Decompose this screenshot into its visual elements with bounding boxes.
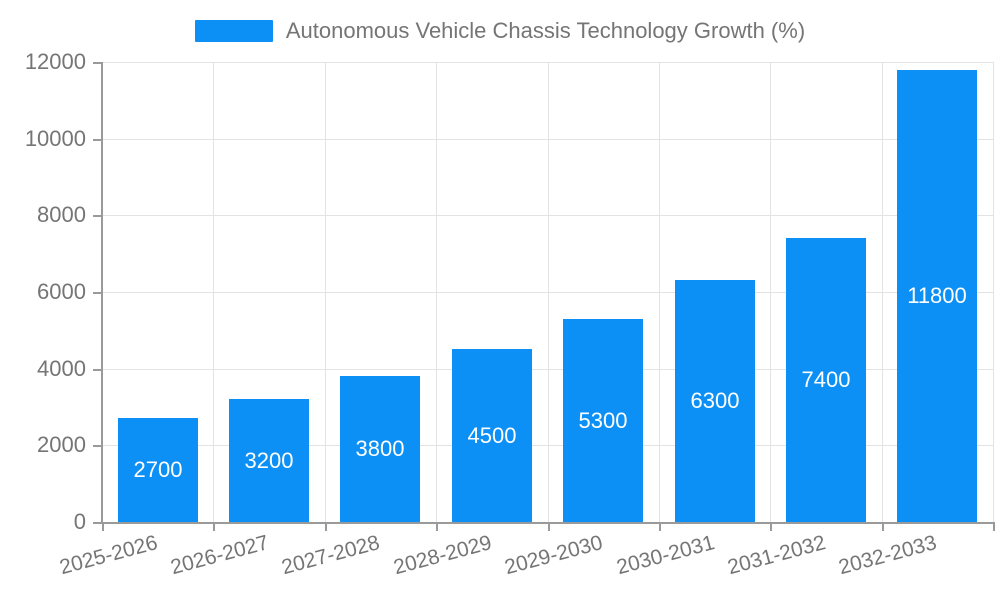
bar-value-label: 11800 [907, 283, 967, 308]
x-gridline [436, 62, 437, 522]
y-tick-label: 0 [73, 509, 86, 534]
x-gridline [993, 62, 994, 522]
x-tick-mark [882, 522, 884, 531]
x-tick-mark [659, 522, 661, 531]
chart-legend[interactable]: Autonomous Vehicle Chassis Technology Gr… [0, 18, 1000, 44]
legend-swatch [194, 20, 273, 42]
x-tick-label: 2026-2027 [167, 531, 271, 580]
bar-value-label: 2700 [133, 457, 183, 482]
y-tick-label: 6000 [37, 279, 86, 304]
x-tick-label: 2030-2031 [613, 531, 717, 580]
bar-value-label: 3800 [355, 436, 405, 461]
y-gridline [102, 292, 993, 293]
x-tick-label: 2025-2026 [56, 531, 160, 580]
bar[interactable] [118, 418, 198, 522]
x-tick-label: 2031-2032 [724, 531, 828, 580]
x-gridline [325, 62, 326, 522]
x-gridline [770, 62, 771, 522]
x-tick-label: 2029-2030 [501, 531, 605, 580]
bar-value-label: 7400 [801, 367, 851, 392]
bar[interactable] [229, 399, 309, 522]
x-gridline [213, 62, 214, 522]
x-tick-mark [770, 522, 772, 531]
x-tick-label: 2032-2033 [835, 531, 939, 580]
x-tick-mark [548, 522, 550, 531]
x-tick-label: 2027-2028 [278, 531, 382, 580]
x-tick-mark [436, 522, 438, 531]
y-tick-label: 10000 [24, 126, 86, 151]
y-tick-mark [93, 369, 102, 371]
legend-label: Autonomous Vehicle Chassis Technology Gr… [285, 18, 806, 43]
bar-value-label: 6300 [690, 388, 740, 413]
x-gridline [659, 62, 660, 522]
y-gridline [102, 139, 993, 140]
x-tick-mark [325, 522, 327, 531]
x-tick-label: 2028-2029 [390, 531, 494, 580]
y-gridline [102, 215, 993, 216]
y-tick-mark [93, 522, 102, 524]
x-gridline [548, 62, 549, 522]
y-tick-label: 12000 [24, 49, 86, 74]
y-tick-mark [93, 139, 102, 141]
x-tick-mark [213, 522, 215, 531]
y-tick-mark [93, 215, 102, 217]
bar[interactable] [452, 349, 532, 522]
x-tick-mark [993, 522, 995, 531]
y-tick-mark [93, 445, 102, 447]
bar-value-label: 3200 [244, 448, 294, 473]
bar[interactable] [340, 376, 420, 522]
y-tick-label: 4000 [37, 356, 86, 381]
x-gridline [882, 62, 883, 522]
y-gridline [102, 445, 993, 446]
bar[interactable] [897, 70, 977, 522]
bar[interactable] [675, 280, 755, 522]
bar[interactable] [786, 238, 866, 522]
y-axis-line [101, 62, 103, 524]
y-tick-label: 8000 [37, 202, 86, 227]
x-tick-mark [102, 522, 104, 531]
x-axis-line [94, 522, 993, 524]
bar-value-label: 5300 [578, 408, 628, 433]
bar[interactable] [563, 319, 643, 522]
y-gridline [102, 369, 993, 370]
y-tick-mark [93, 292, 102, 294]
y-tick-mark [93, 62, 102, 64]
y-tick-label: 2000 [37, 432, 86, 457]
bar-value-label: 4500 [467, 423, 517, 448]
y-gridline [102, 62, 993, 63]
